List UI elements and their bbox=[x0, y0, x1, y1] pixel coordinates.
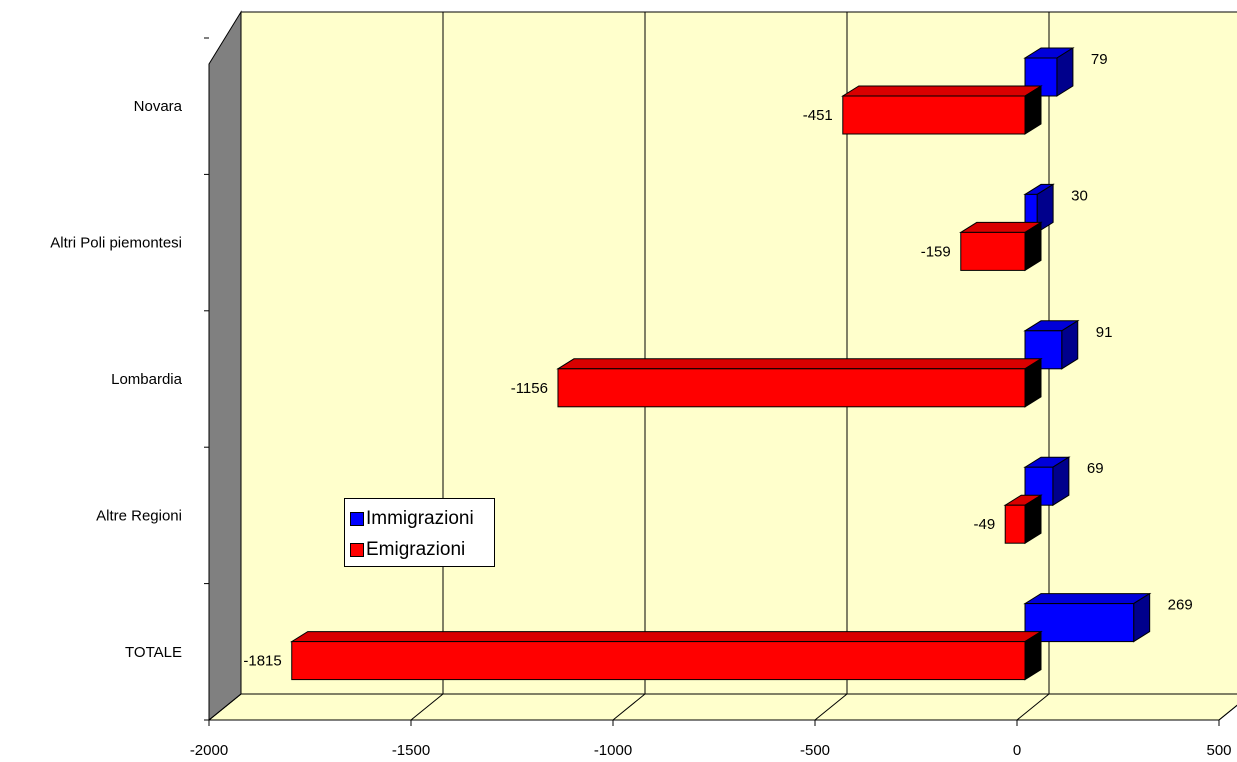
y-tick-label-totale: TOTALE bbox=[125, 644, 182, 661]
data-label-emigrazioni-novara: -451 bbox=[803, 107, 833, 124]
x-tick-label-0: 0 bbox=[1013, 742, 1021, 759]
legend-label-emigrazioni: Emigrazioni bbox=[366, 539, 466, 560]
floor bbox=[207, 693, 1237, 721]
data-label-emigrazioni-altre-regioni: -49 bbox=[974, 516, 996, 533]
bar-top-face bbox=[556, 358, 1043, 370]
bar-emigrazioni-altri-poli-piemontesi bbox=[959, 221, 1043, 272]
y-tick-label-altri-poli-piemontesi: Altri Poli piemontesi bbox=[50, 235, 182, 252]
legend-swatch-immigrazioni bbox=[350, 512, 364, 526]
floor-gridline-1500 bbox=[410, 693, 444, 721]
x-tick-label-500: -500 bbox=[800, 742, 830, 759]
bar-front-face bbox=[291, 641, 1026, 681]
bar-immigrazioni-totale bbox=[1023, 592, 1152, 643]
data-label-immigrazioni-altri-poli-piemontesi: 30 bbox=[1071, 187, 1088, 204]
floor-gridline-500 bbox=[1218, 704, 1237, 721]
x-tick-label-500: 500 bbox=[1206, 742, 1231, 759]
legend-item-emigrazioni: Emigrazioni bbox=[350, 539, 465, 561]
legend-item-immigrazioni: Immigrazioni bbox=[350, 508, 474, 530]
bars bbox=[289, 47, 1152, 681]
back-wall bbox=[240, 11, 1237, 695]
bar-emigrazioni-altre-regioni bbox=[1003, 494, 1043, 545]
legend-swatch-emigrazioni bbox=[350, 543, 364, 557]
bar-emigrazioni-totale bbox=[289, 630, 1043, 681]
bar-front-face bbox=[1004, 504, 1026, 544]
y-tick-label-altre-regioni: Altre Regioni bbox=[96, 507, 182, 524]
data-label-emigrazioni-totale: -1815 bbox=[243, 653, 281, 670]
bar-top-face bbox=[841, 85, 1043, 97]
bar-emigrazioni-novara bbox=[841, 85, 1043, 135]
legend: Immigrazioni Emigrazioni bbox=[344, 498, 495, 567]
bar-top-face bbox=[1023, 593, 1152, 605]
bar-front-face bbox=[960, 231, 1026, 271]
data-label-emigrazioni-lombardia: -1156 bbox=[511, 380, 548, 397]
side-wall bbox=[208, 10, 242, 722]
x-tick-label-2000: -2000 bbox=[190, 742, 228, 759]
data-label-immigrazioni-lombardia: 91 bbox=[1096, 324, 1113, 341]
floor-gridline-2000 bbox=[208, 693, 242, 721]
legend-label-immigrazioni: Immigrazioni bbox=[366, 508, 474, 529]
data-label-immigrazioni-novara: 79 bbox=[1091, 51, 1108, 68]
floor-gridline-0 bbox=[1016, 693, 1050, 721]
floor-gridline-500 bbox=[814, 693, 848, 721]
data-label-immigrazioni-altre-regioni: 69 bbox=[1087, 460, 1104, 477]
bar-front-face bbox=[557, 368, 1026, 408]
data-label-immigrazioni-totale: 269 bbox=[1168, 597, 1193, 614]
labels: 79 -451 30 -159 91 -1156 69 -49 269 -1815 bbox=[243, 51, 1192, 670]
axes: Novara Altri Poli piemontesi Lombardia Altr… bbox=[50, 37, 1232, 759]
x-tick-label-1500: -1500 bbox=[392, 742, 430, 759]
floor-gridline-1000 bbox=[612, 693, 646, 721]
y-tick-label-novara: Novara bbox=[134, 98, 183, 115]
x-tick-label-1000: -1000 bbox=[594, 742, 632, 759]
bar-front-face bbox=[842, 95, 1026, 135]
y-tick-label-lombardia: Lombardia bbox=[111, 371, 183, 388]
bar-top-face bbox=[289, 631, 1043, 643]
bar-emigrazioni-lombardia bbox=[556, 357, 1043, 408]
data-label-emigrazioni-altri-poli-piemontesi: -159 bbox=[921, 243, 951, 260]
bar-front-face bbox=[1024, 603, 1135, 643]
